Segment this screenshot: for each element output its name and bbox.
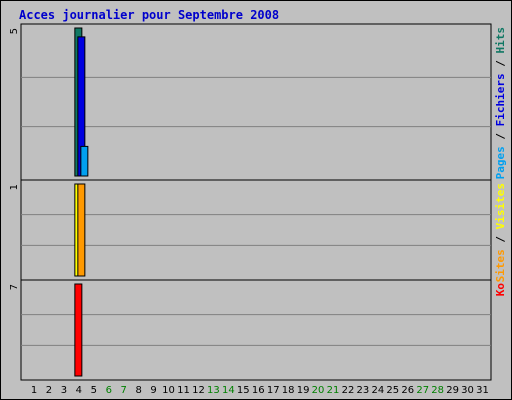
x-tick-label: 15 [237,385,250,396]
panel-area [20,179,492,281]
x-tick-label: 16 [252,385,265,396]
x-tick-label: 4 [76,385,82,396]
x-tick-label: 11 [177,385,190,396]
x-tick-label: 2 [46,385,52,396]
scale-label: 1 [9,184,20,190]
legend-item: Hits [494,27,507,54]
legend-visits-panel: Sites / Visites [494,183,507,282]
x-tick-label: 20 [312,385,325,396]
x-tick-label: 14 [222,385,235,396]
x-tick-label: 19 [297,385,310,396]
x-tick-label: 29 [446,385,459,396]
legend-item: / [494,229,507,249]
x-tick-label: 30 [461,385,474,396]
x-tick-label: 18 [282,385,295,396]
x-tick-label: 7 [121,385,127,396]
x-tick-label: 5 [91,385,97,396]
x-tick-label: 3 [61,385,67,396]
scale-label: 5 [9,28,20,34]
legend-item: Pages [494,146,507,179]
legend-ko-panel: Ko [494,283,507,297]
bar-ko-day-4 [74,283,83,377]
x-axis: 1 2 3 4 5 6 7 8 9 10 11 12 13 14 15 16 17 18 19 20 21 22 23 24 2… [31,385,489,396]
legend-item: / [494,126,507,146]
bar-pages-day-4 [80,145,89,177]
x-tick-label: 23 [357,385,370,396]
x-tick-label: 26 [401,385,414,396]
x-tick-label: 22 [342,385,355,396]
legend-item: Visites [494,183,507,229]
x-tick-label: 6 [106,385,112,396]
visits-panel: 1 Sites / Visites [9,179,507,282]
legend-hits-panel: Pages / Fichiers / Hits [494,27,507,179]
x-tick-label: 31 [476,385,489,396]
ko-panel: 7 Ko [9,279,507,381]
panel-area [20,23,492,181]
legend-item: Sites [494,249,507,282]
legend-item: Fichiers [494,73,507,126]
hits-panel: 5 Pages / Fichiers / Hits [9,23,507,181]
x-tick-label: 21 [327,385,340,396]
x-tick-label: 25 [386,385,399,396]
x-tick-label: 28 [431,385,444,396]
legend-item: Ko [494,283,507,297]
x-tick-label: 13 [207,385,220,396]
bar-sites-day-4 [77,183,86,277]
scale-label: 7 [9,284,20,290]
x-tick-label: 1 [31,385,37,396]
x-tick-label: 9 [150,385,156,396]
x-tick-label: 27 [416,385,429,396]
x-tick-label: 8 [135,385,141,396]
x-tick-label: 24 [371,385,384,396]
x-tick-label: 17 [267,385,280,396]
x-tick-label: 12 [192,385,205,396]
chart-title: Acces journalier pour Septembre 2008 [19,8,280,22]
x-tick-label: 10 [162,385,175,396]
panel-area [20,279,492,381]
legend-item: / [494,54,507,74]
